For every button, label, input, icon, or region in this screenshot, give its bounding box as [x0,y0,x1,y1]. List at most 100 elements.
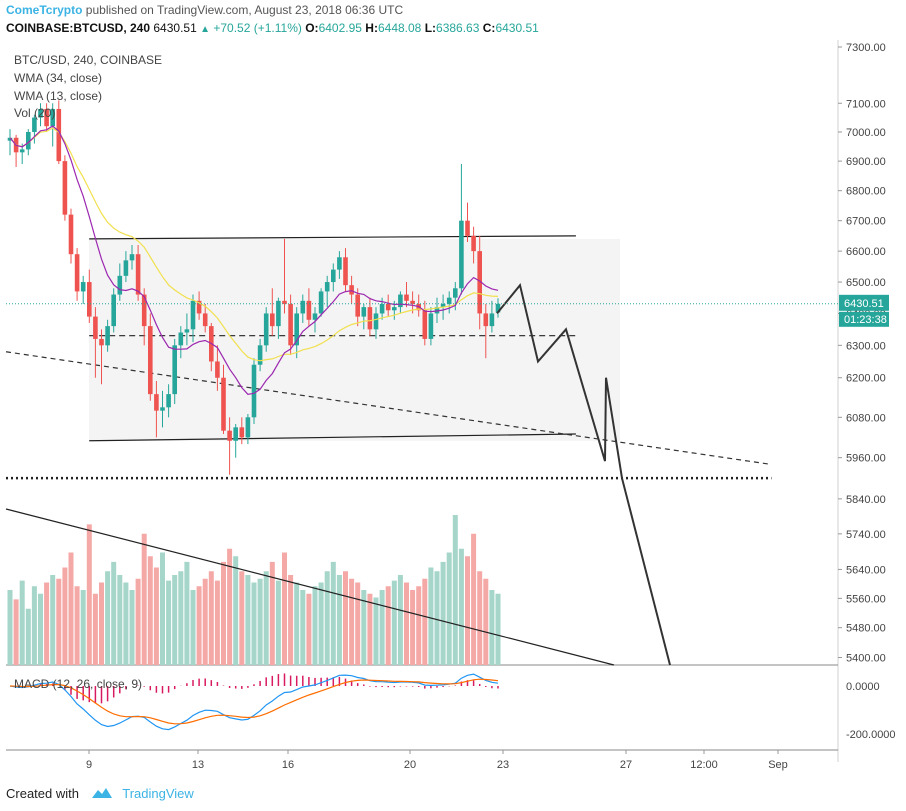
volume-bar [324,571,330,665]
volume-bar [239,571,245,665]
candle-body [398,294,403,308]
candle-body [221,377,226,431]
legend-macd[interactable]: MACD (12, 26, close, 9) [14,677,143,691]
candle-body [196,300,202,314]
open-label: O: [305,21,319,35]
y-tick-label: 7300.00 [846,42,886,54]
volume-bar [379,590,385,665]
candle-body [453,288,458,298]
high-label: H: [365,21,378,35]
x-tick-label: 12:00 [690,759,718,771]
candle-body [80,282,86,292]
volume-bar [172,575,178,665]
volume-bar [147,556,153,665]
volume-bar [288,575,294,665]
volume-bar [19,580,25,665]
trendline-descending [5,508,615,666]
macd-tick-label: -200.0000 [846,729,896,741]
volume-bar [330,561,336,665]
volume-bar [74,586,80,665]
volume-bar [471,533,477,665]
volume-bar [190,590,196,665]
y-tick-label: 5480.00 [846,623,886,635]
price-chart[interactable]: 7300.00 7100.00 7000.00 6900.00 6800.00 6700.… [0,40,906,782]
candle-body [263,313,269,346]
volume-bar [306,593,312,665]
close-label: C: [482,21,496,35]
y-tick-label: 5840.00 [846,494,886,506]
y-tick-label: 5960.00 [846,453,886,465]
candle-body [324,282,330,292]
volume-bar [397,575,403,665]
candle-body [367,307,373,330]
candle-body [471,235,476,252]
volume-bar [117,575,123,665]
up-triangle-icon: ▲ [200,24,211,35]
candle-body [141,294,147,327]
tradingview-logo-icon [91,788,112,798]
close-value: 6430.51 [495,21,539,35]
volume-bar [282,552,287,665]
candle-body [99,338,104,346]
volume-bar [214,580,220,665]
candle-body [32,117,37,132]
volume-bar [458,548,464,665]
candle-body [123,260,129,276]
candle-body [245,417,251,438]
candle-body [294,313,299,346]
y-tick-label: 5560.00 [846,593,886,605]
low-label: L: [424,21,437,35]
volume-bar [111,561,117,665]
volume-bar [105,571,111,665]
volume-bar [385,586,391,665]
volume-bar [343,571,348,665]
volume-bar [86,524,92,665]
candle-body [355,294,360,317]
brand-link[interactable]: TradingView [122,786,194,801]
footer: Created with TradingView [6,786,194,801]
volume-bar [434,571,440,665]
signal-line [9,678,499,725]
trendline-range-top [89,235,576,240]
volume-bar [166,580,172,665]
wma-13-line [9,125,499,395]
volume-bar [31,586,37,665]
candle-body [465,220,470,236]
low-value: 6386.63 [436,21,480,35]
symbol-name: COINBASE:BTCUSD, 240 [6,21,151,35]
volume-bar [477,571,483,665]
trendline-range-bottom [89,433,576,442]
candle-body [270,313,275,327]
volume-bar [208,571,214,665]
author-link[interactable]: ComeTcrypto [6,3,83,17]
y-tick-label: 6300.00 [846,340,886,352]
volume-bar [361,590,367,665]
y-tick-label: 6900.00 [846,156,886,168]
legend-wma34[interactable]: WMA (34, close) [14,71,103,85]
volume-bar [391,580,397,665]
candle-body [495,303,501,313]
candle-body [434,307,440,314]
y-tick-label: 5740.00 [846,529,886,541]
candle-body [404,294,409,301]
candle-body [300,300,306,314]
volume-bar [294,582,300,665]
candle-body [87,282,92,317]
legend-title: BTC/USD, 240, COINBASE [14,53,163,67]
candle-body [172,345,177,395]
x-tick-label: 20 [404,759,416,771]
candle-body [337,257,342,270]
projection-path [496,282,671,666]
volume-bar [233,556,239,665]
candle-body [459,220,464,289]
candle-body [410,300,415,304]
candle-body [422,310,428,339]
legend-wma13[interactable]: WMA (13, close) [14,89,103,103]
volume-bar [123,582,129,665]
x-tick-label: 13 [192,759,204,771]
legend-volume[interactable]: Vol (20) [14,106,56,120]
candle-body [184,329,190,333]
candle-body [26,131,31,150]
volume-bar [135,578,141,665]
y-tick-label: 6200.00 [846,373,886,385]
